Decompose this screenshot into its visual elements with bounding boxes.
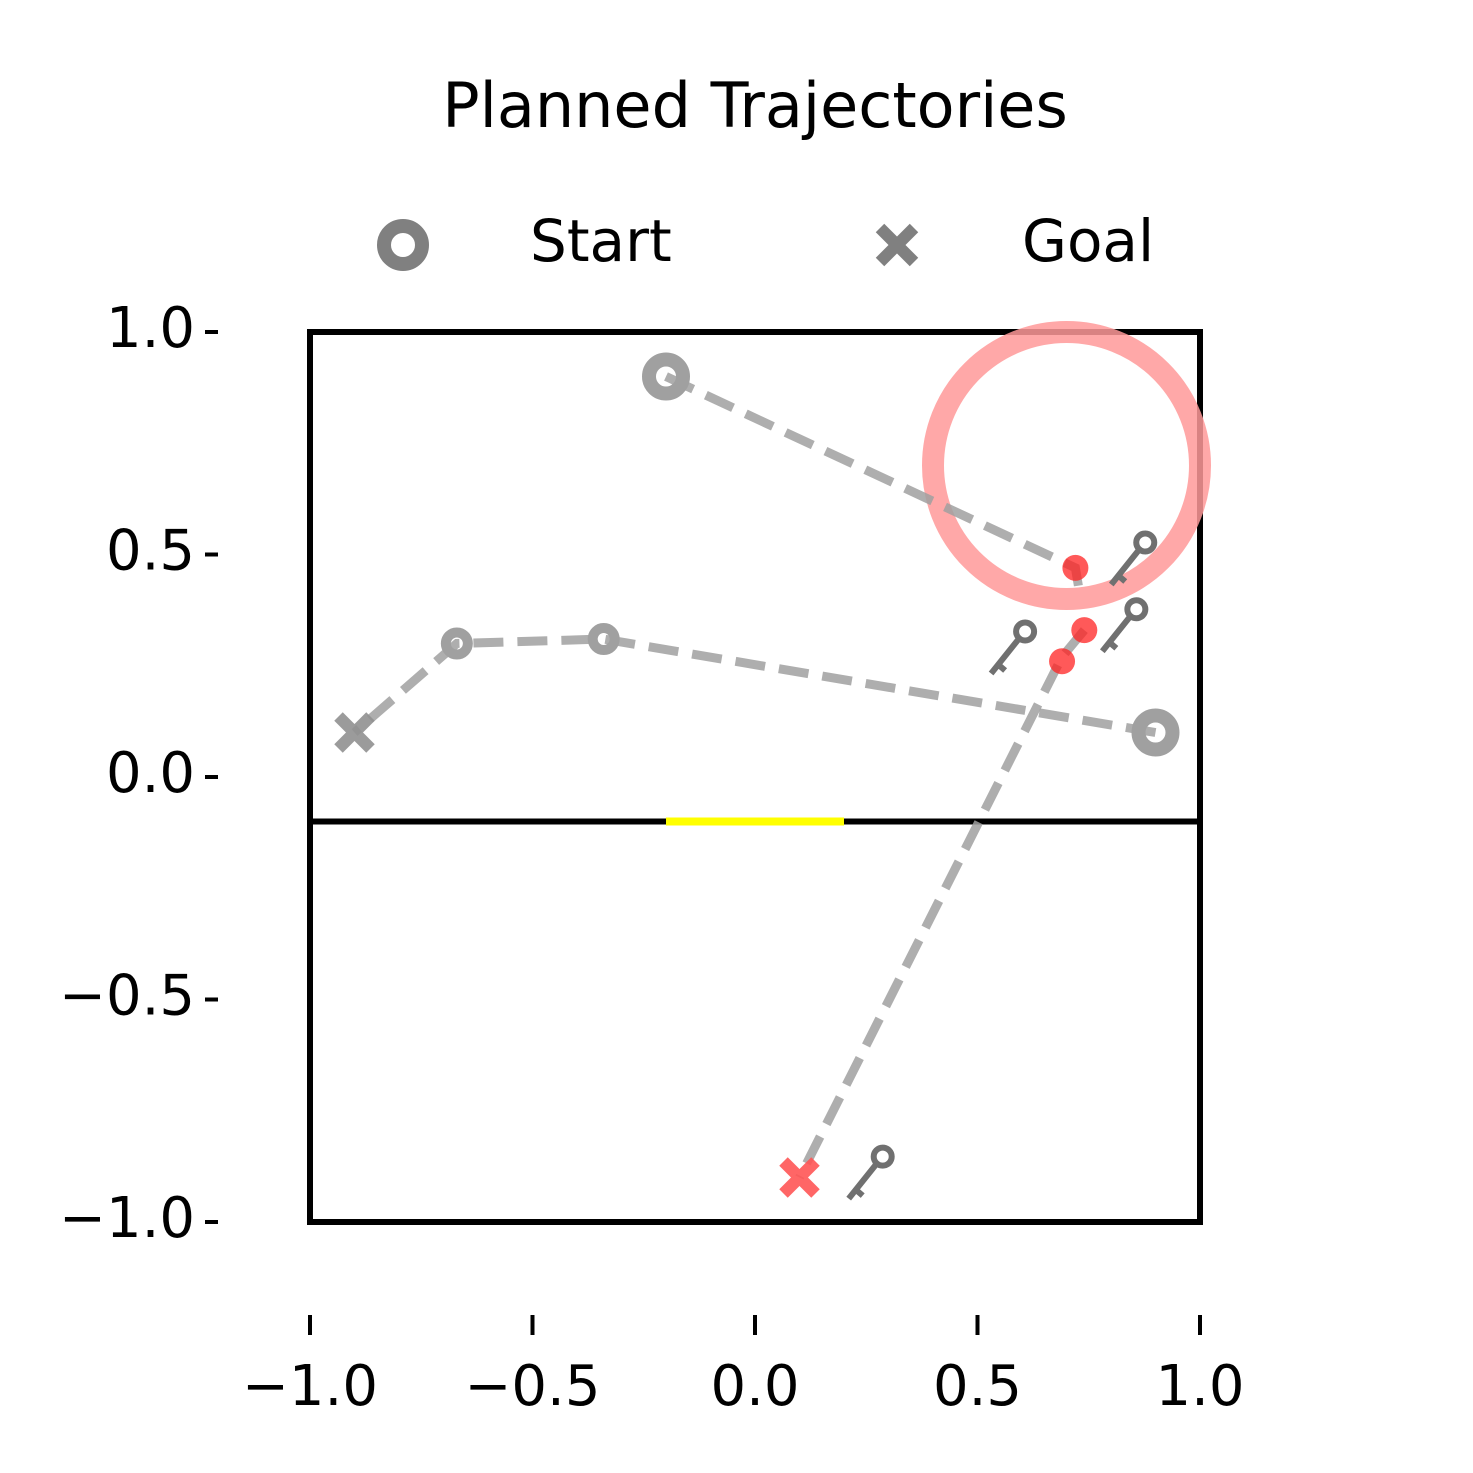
goal-marker [779,1157,820,1198]
goal-marker [875,223,919,267]
key [846,1144,895,1201]
legend-label: Goal [1022,207,1154,275]
start-ring [1131,708,1180,757]
x-tick-label: −1.0 [242,1354,378,1419]
key-bow [870,1144,895,1169]
key [1100,597,1149,654]
key-blade [1100,614,1133,654]
collision-point [1062,554,1089,581]
collision-point [1071,617,1098,644]
plot-frame [307,329,1203,1225]
y-tick-label: 1.0 [106,296,195,361]
key-blade [1108,547,1142,587]
start-ring [377,219,429,271]
x-tick-label: 0.0 [710,1354,799,1419]
start-marker [377,219,429,271]
key-blade [988,636,1022,676]
collision-point [1049,648,1076,675]
chart-title: Planned Trajectories [442,69,1068,142]
key-bow [1133,530,1158,555]
key-bow [1013,619,1038,644]
key [1108,530,1158,587]
legend-label: Start [530,207,672,275]
y-tick-label: 0.0 [106,741,195,806]
x-tick-label: 1.0 [1155,1354,1244,1419]
obstacle [922,321,1211,610]
y-tick-label: 0.5 [106,519,195,584]
trajectory [351,634,1157,737]
trajectory [664,372,1085,596]
start-marker [1131,708,1180,757]
start-ring [642,352,690,401]
goal-marker [334,712,375,753]
key-bow [1124,597,1149,622]
key-blade [846,1161,880,1201]
waypoint [587,623,620,656]
start-marker [642,352,690,401]
y-tick-label: −1.0 [59,1186,195,1251]
key [988,619,1038,676]
x-tick-label: 0.5 [933,1354,1022,1419]
y-tick-label: −0.5 [59,964,195,1029]
waypoint [440,627,473,660]
x-tick-label: −0.5 [465,1354,601,1419]
